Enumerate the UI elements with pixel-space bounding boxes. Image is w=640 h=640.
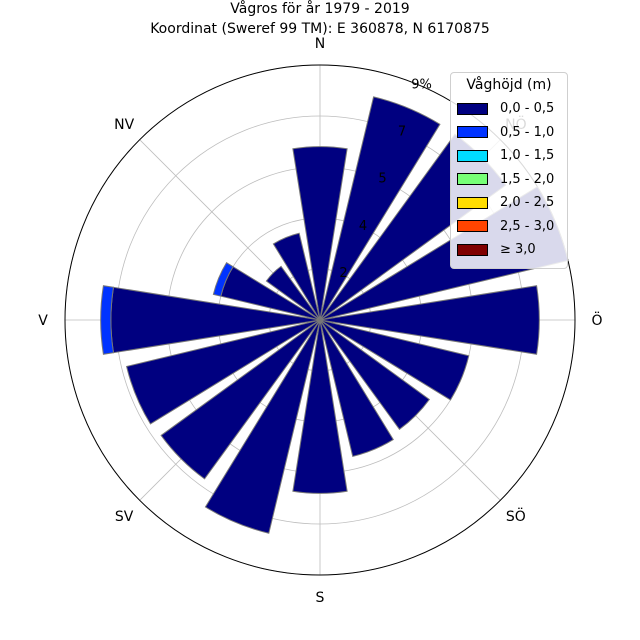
radial-tick-label: 9% bbox=[411, 77, 432, 92]
direction-label: N bbox=[315, 36, 325, 52]
legend-swatch bbox=[457, 149, 488, 162]
direction-label: V bbox=[38, 313, 48, 329]
bar-1-dir-2 bbox=[272, 232, 321, 321]
bar-1-dir-13 bbox=[319, 285, 540, 355]
bar-1-dir-6 bbox=[125, 319, 321, 425]
bar-2-dir-4 bbox=[212, 262, 234, 297]
radial-tick-label: 2 bbox=[339, 266, 347, 281]
legend-entry: ≥ 3,0 bbox=[457, 238, 561, 262]
bar-1-dir-1 bbox=[292, 146, 348, 321]
direction-label: SV bbox=[115, 509, 134, 525]
bar-1-dir-16 bbox=[319, 96, 441, 321]
legend-swatch bbox=[457, 243, 488, 256]
legend-label: 1,0 - 1,5 bbox=[500, 148, 555, 164]
legend-swatch bbox=[457, 220, 488, 233]
radial-tick-label: 4 bbox=[359, 219, 367, 234]
legend-label: 0,0 - 0,5 bbox=[500, 101, 555, 117]
legend-entry: 1,0 - 1,5 bbox=[457, 144, 561, 168]
bar-1-dir-8 bbox=[204, 319, 321, 534]
legend-label: 2,5 - 3,0 bbox=[500, 218, 555, 234]
legend-swatch bbox=[457, 102, 488, 115]
bar-1-dir-3 bbox=[265, 265, 321, 321]
legend-label: ≥ 3,0 bbox=[500, 242, 536, 258]
direction-label: NV bbox=[114, 117, 134, 133]
legend-entry: 2,0 - 2,5 bbox=[457, 191, 561, 215]
bar-1-dir-7 bbox=[160, 319, 321, 480]
legend-entry: 0,0 - 0,5 bbox=[457, 97, 561, 121]
bar-1-dir-10 bbox=[319, 319, 394, 457]
bar-1-dir-11 bbox=[319, 319, 431, 431]
polar-frame bbox=[64, 64, 576, 576]
legend-label: 2,0 - 2,5 bbox=[500, 195, 555, 211]
legend: Våghöjd (m) 0,0 - 0,5 0,5 - 1,0 1,0 - 1,5 1… bbox=[450, 72, 568, 269]
legend-swatch bbox=[457, 196, 488, 209]
bar-2-dir-5 bbox=[100, 285, 115, 355]
direction-label: SÖ bbox=[506, 507, 526, 525]
legend-entry: 2,5 - 3,0 bbox=[457, 215, 561, 239]
legend-swatch bbox=[457, 126, 488, 139]
chart-title: Vågros för år 1979 - 2019 bbox=[230, 0, 409, 17]
legend-label: 0,5 - 1,0 bbox=[500, 124, 555, 140]
legend-title: Våghöjd (m) bbox=[466, 77, 552, 93]
legend-swatch bbox=[457, 173, 488, 186]
chart-subtitle: Koordinat (Sweref 99 TM): E 360878, N 61… bbox=[150, 21, 490, 37]
radial-tick-label: 7 bbox=[398, 125, 406, 140]
bar-1-dir-12 bbox=[319, 319, 470, 401]
direction-label: Ö bbox=[591, 311, 602, 329]
bar-1-dir-9 bbox=[292, 319, 348, 494]
legend-entry: 1,5 - 2,0 bbox=[457, 168, 561, 192]
legend-label: 1,5 - 2,0 bbox=[500, 171, 555, 187]
direction-label: S bbox=[316, 590, 325, 606]
legend-entry: 0,5 - 1,0 bbox=[457, 121, 561, 145]
radial-tick-label: 5 bbox=[378, 172, 386, 187]
